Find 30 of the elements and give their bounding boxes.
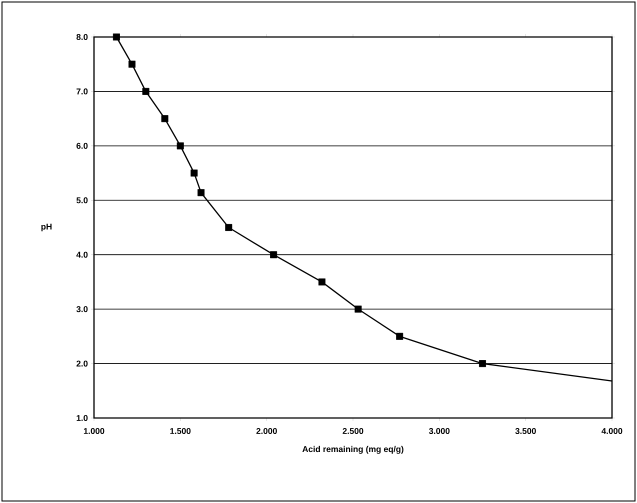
point [198, 189, 205, 196]
y-tick-label: 3.0 [76, 306, 88, 312]
point [190, 170, 198, 177]
x-tick-label: 1.500 [170, 428, 191, 434]
x-tick-label: 4.000 [602, 428, 622, 434]
point [128, 60, 136, 68]
point [225, 224, 232, 231]
x-tick-label: 2.500 [342, 428, 364, 434]
x-axis-title: Acid remaining (mg eq/g) [302, 446, 404, 454]
x-tick-label: 3.000 [428, 428, 450, 434]
x-tick-label: 3.500 [515, 428, 536, 434]
y-tick-label: 7.0 [76, 88, 88, 94]
y-tick-label: 8.0 [76, 34, 88, 40]
y-tick-label: 1.0 [76, 415, 88, 421]
point [161, 115, 168, 122]
point [396, 332, 404, 340]
x-tick-label: 1.000 [84, 428, 104, 434]
point [176, 142, 184, 150]
y-tick-label: 5.0 [76, 197, 88, 204]
point [479, 360, 486, 368]
point [112, 33, 120, 40]
y-tick-label: 4.0 [76, 252, 88, 258]
y-axis-title: pH [41, 224, 52, 232]
y-tick-label: 2.0 [76, 360, 88, 367]
y-tick-label: 6.0 [76, 142, 88, 149]
point [142, 88, 150, 95]
point [270, 251, 278, 258]
point [354, 306, 362, 313]
point [318, 278, 326, 286]
x-tick-label: 2.000 [256, 428, 277, 434]
